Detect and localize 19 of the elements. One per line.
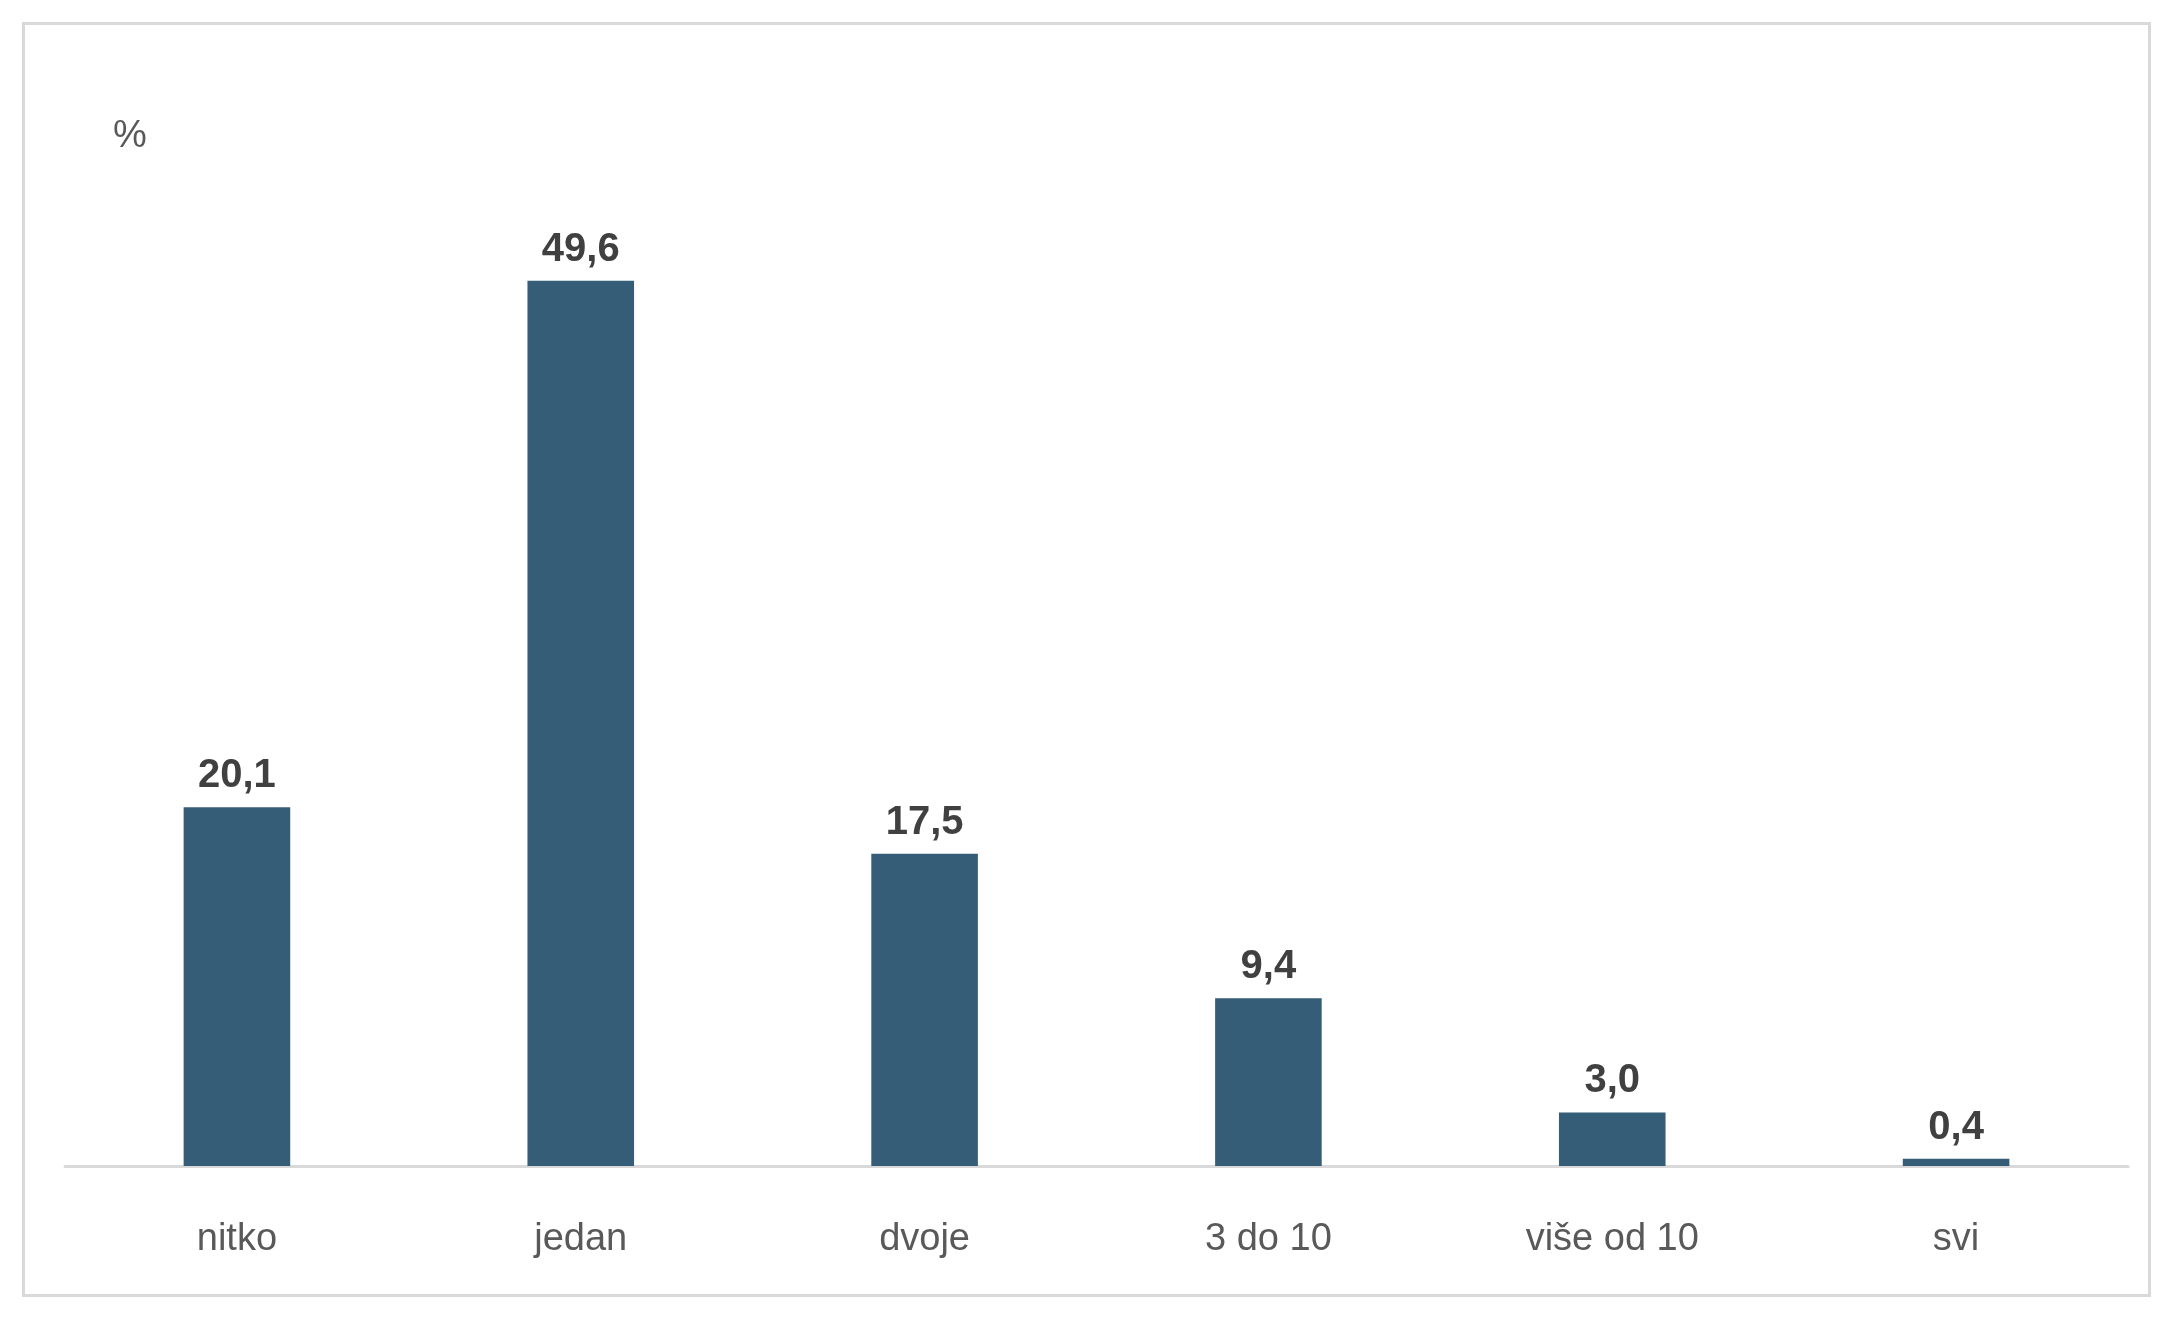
x-tick-label: svi xyxy=(1932,1216,1980,1258)
bar xyxy=(527,280,635,1166)
x-tick-label: nitko xyxy=(196,1216,278,1258)
bar xyxy=(1902,1158,2010,1166)
data-label: 3,0 xyxy=(1584,1056,1641,1101)
data-label: 49,6 xyxy=(541,224,620,269)
bar xyxy=(183,807,291,1166)
data-label: 9,4 xyxy=(1240,942,1297,987)
data-label: 17,5 xyxy=(885,797,964,842)
y-axis-title: % xyxy=(113,113,147,155)
data-label: 20,1 xyxy=(197,751,276,796)
x-tick-label: 3 do 10 xyxy=(1205,1216,1332,1258)
x-tick-label: jedan xyxy=(533,1216,628,1258)
x-tick-label: dvoje xyxy=(879,1216,971,1258)
bar xyxy=(1215,998,1322,1166)
bar xyxy=(871,853,978,1166)
bar xyxy=(1558,1112,1666,1166)
data-label: 0,4 xyxy=(1928,1102,1985,1147)
x-tick-label: više od 10 xyxy=(1525,1216,1699,1258)
